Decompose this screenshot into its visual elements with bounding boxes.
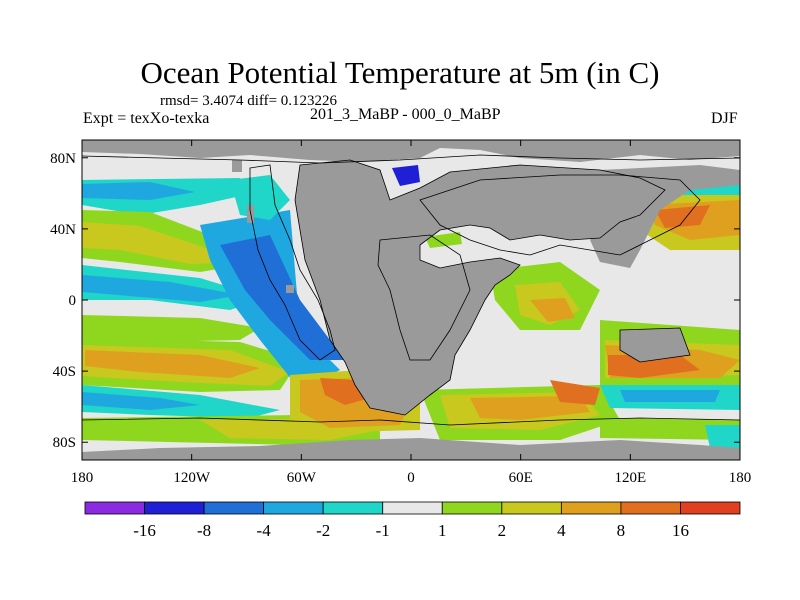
field-yellow-npac (82, 222, 245, 264)
field-green-soe (600, 418, 740, 440)
field-orange-spac (85, 350, 260, 378)
colorbar-label: -16 (133, 521, 156, 540)
lat-tick-label: 80N (50, 151, 76, 167)
lat-tick-label: 40S (53, 364, 76, 380)
land-mass (82, 140, 740, 460)
colorbar-swatch (203, 501, 265, 515)
colorbar-swatch (501, 501, 562, 515)
field-green-eq (82, 315, 260, 342)
field-cyan-npac2 (230, 175, 290, 220)
lon-tick-label: 120W (173, 470, 211, 486)
lat-tick-label: 40N (50, 222, 76, 238)
field-darkblue-arctic (392, 165, 420, 186)
field-darkorange-swpac (608, 355, 700, 378)
lon-tick-label: 180 (71, 470, 94, 486)
field-cyan-so (82, 385, 280, 418)
colorbar-swatch (84, 501, 145, 515)
field-lightblue-soe (620, 390, 720, 402)
coast-modern-africa (377, 234, 471, 361)
lon-tick-label: 180 (729, 470, 752, 486)
land-island-2 (286, 285, 294, 293)
season-label: DJF (711, 110, 738, 127)
lon-tick-label: 60W (287, 470, 317, 486)
coast-antarctica (82, 417, 740, 426)
lat-tick-label: 80S (53, 435, 76, 451)
colorbar-swatch (560, 501, 622, 515)
field-darkorange-sio (550, 380, 600, 405)
colorbar-swatch (322, 501, 384, 515)
colorbar-label: -1 (376, 521, 390, 540)
land-eastasia (590, 165, 740, 268)
land-arctic (82, 140, 740, 162)
land-island-3 (232, 160, 242, 172)
colorbar-swatch (441, 501, 503, 515)
colorbar-label: -4 (257, 521, 272, 540)
coast-modern-eurasia (419, 174, 701, 256)
land-supercontinent (295, 160, 665, 415)
colorbar: -16 -8 -4 -2 -1 1 2 4 8 16 (84, 501, 741, 540)
colorbar-swatch (263, 501, 324, 515)
comparison-label: 201_3_MaBP - 000_0_MaBP (310, 106, 501, 123)
coast-supercontinent (294, 159, 666, 416)
land-antarctica (82, 438, 740, 460)
field-lightblue-npac (82, 182, 195, 200)
field-green-nafrica (425, 232, 462, 248)
temperature-field (82, 140, 740, 460)
lon-tick-label: 60E (509, 470, 533, 486)
colorbar-label: 2 (498, 521, 507, 540)
coast-arctic (82, 154, 740, 164)
longitude-axis: 180 120W 60W 0 60E 120E 180 (71, 140, 752, 486)
colorbar-label: -8 (197, 521, 211, 540)
coast-modern-americas (249, 164, 336, 361)
field-lightblue-eq (82, 275, 240, 302)
field-blue-atl (220, 235, 345, 360)
lat-tick-label: 0 (69, 293, 77, 309)
field-cyan-far-so (705, 425, 740, 450)
colorbar-swatch (382, 501, 443, 515)
stats-line: rmsd= 3.4074 diff= 0.123226 (160, 93, 338, 109)
field-orange-io (530, 298, 575, 322)
coastlines (82, 154, 740, 426)
colorbar-label: -2 (316, 521, 330, 540)
lon-tick-label: 120E (614, 470, 646, 486)
field-darkorange-nwpac (655, 205, 710, 228)
colorbar-swatch (680, 501, 741, 515)
land-australia (620, 328, 690, 362)
coast-modern-australia (619, 327, 691, 363)
colorbar-swatch (144, 501, 205, 515)
colorbar-label: 4 (557, 521, 566, 540)
lon-tick-label: 0 (407, 470, 415, 486)
latitude-axis: 80N 40N 0 40S 80S (50, 151, 740, 451)
map-title: Ocean Potential Temperature at 5m (in C) (140, 55, 660, 90)
field-lightblue-so (82, 392, 200, 410)
colorbar-label: 8 (617, 521, 626, 540)
experiment-label: Expt = texXo-texka (83, 110, 210, 127)
colorbar-swatch (620, 501, 681, 515)
colorbar-label: 16 (672, 521, 689, 540)
colorbar-label: 1 (438, 521, 447, 540)
